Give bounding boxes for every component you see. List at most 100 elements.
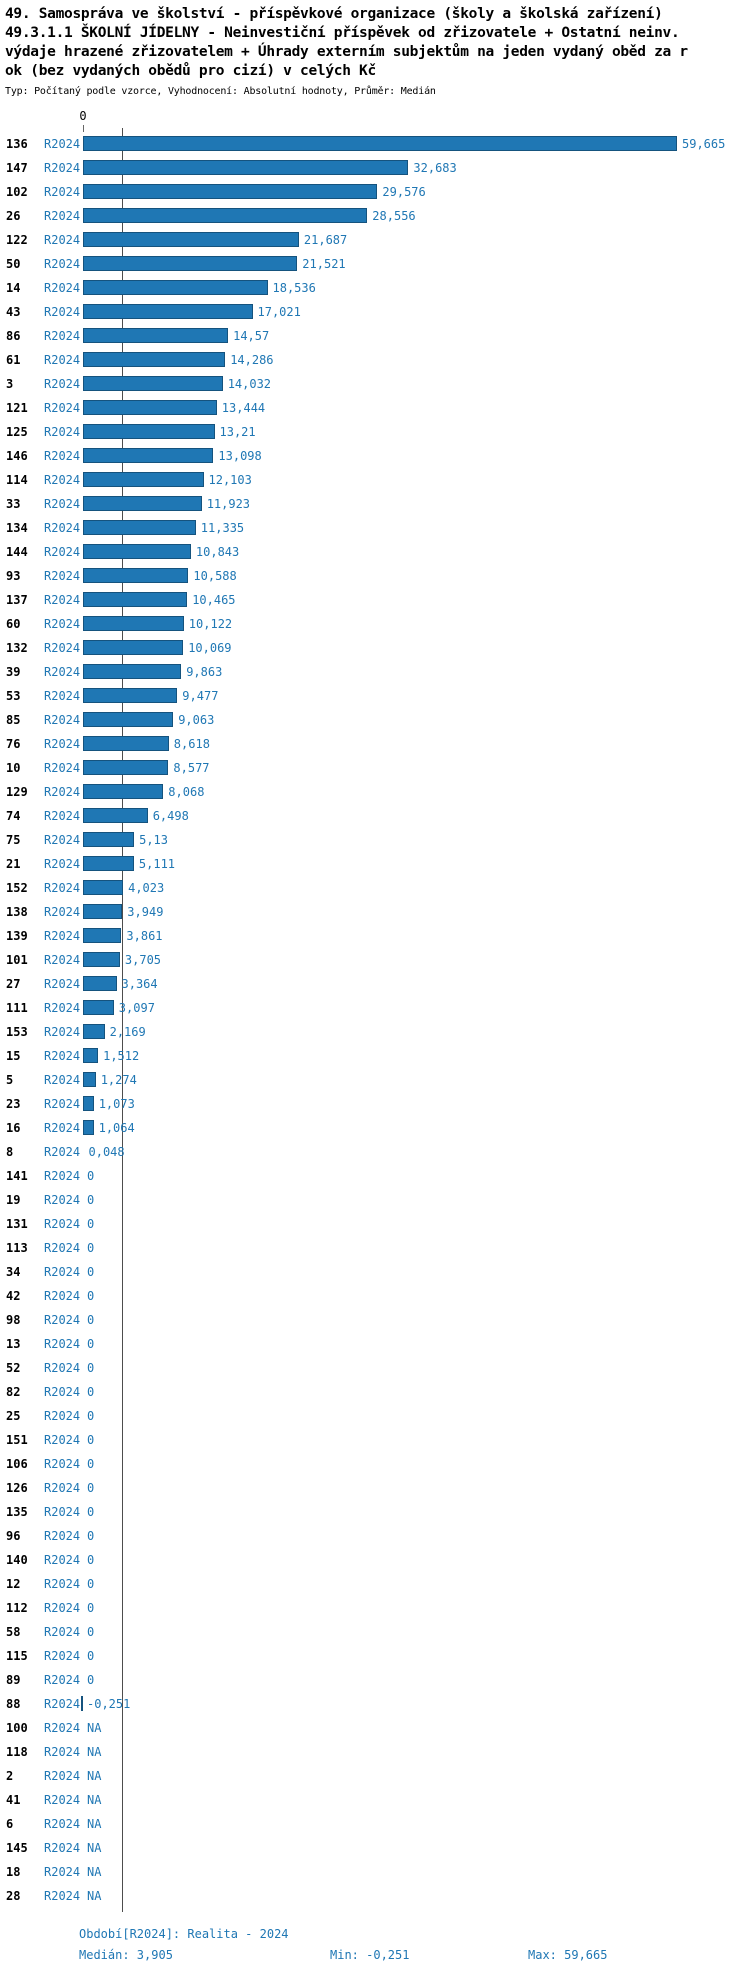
chart-row: 41 R2024 NA [0,1788,750,1812]
row-period-label: R2024 [44,305,81,319]
bar[interactable] [83,184,378,199]
chart-row: 10 R2024 8,577 [0,756,750,780]
row-category-label: 135 [6,1505,28,1519]
row-period-label: R2024 [44,1481,81,1495]
bar[interactable] [83,328,229,343]
row-value-label: 6,498 [152,809,189,823]
row-category-label: 88 [6,1697,21,1711]
row-value-label: 0 [87,1505,95,1519]
row-period-label: R2024 [44,1001,81,1015]
bar[interactable] [83,832,135,847]
bar[interactable] [83,520,196,535]
bar[interactable] [83,424,215,439]
footer-period: Období[R2024]: Realita - 2024 [79,1927,289,1941]
row-category-label: 61 [6,353,21,367]
row-category-label: 10 [6,761,21,775]
chart-row: 132 R2024 10,069 [0,636,750,660]
bar[interactable] [83,712,174,727]
chart-row: 145 R2024 NA [0,1836,750,1860]
bar[interactable] [83,208,368,223]
bar[interactable] [83,1048,99,1063]
row-category-label: 152 [6,881,28,895]
bar[interactable] [83,592,188,607]
bar[interactable] [83,568,189,583]
footer-max: Max: 59,665 [528,1948,608,1962]
row-period-label: R2024 [44,641,81,655]
bar[interactable] [80,1696,83,1711]
row-period-label: R2024 [44,1169,81,1183]
row-value-label: 0 [87,1601,95,1615]
chart-row: 88 R2024 -0,251 [0,1692,750,1716]
bar[interactable] [83,544,191,559]
bar[interactable] [83,808,148,823]
chart-row: 26 R2024 28,556 [0,204,750,228]
row-period-label: R2024 [44,1433,81,1447]
row-category-label: 18 [6,1865,21,1879]
chart-row: 21 R2024 5,111 [0,852,750,876]
row-value-label: 0 [87,1361,95,1375]
bar[interactable] [83,664,182,679]
row-value-label: 10,843 [195,545,240,559]
row-period-label: R2024 [44,713,81,727]
bar[interactable] [83,1096,94,1111]
bar[interactable] [83,1120,94,1135]
row-period-label: R2024 [44,1145,81,1159]
bar[interactable] [83,640,184,655]
bar[interactable] [83,256,298,271]
bar[interactable] [83,160,409,175]
row-category-label: 60 [6,617,21,631]
row-category-label: 19 [6,1193,21,1207]
median-line [122,128,123,1912]
row-value-label: 0 [87,1673,95,1687]
bar[interactable] [83,856,134,871]
bar[interactable] [83,688,178,703]
bar[interactable] [83,280,268,295]
bar[interactable] [83,352,226,367]
row-value-label: 8,577 [173,761,210,775]
row-value-label: 10,465 [192,593,236,607]
chart-row: 60 R2024 10,122 [0,612,750,636]
row-value-label: 13,098 [218,449,262,463]
bar[interactable] [83,376,223,391]
bar[interactable] [83,880,124,895]
bar[interactable] [83,496,202,511]
bar[interactable] [83,1000,114,1015]
bar[interactable] [83,400,217,415]
bar[interactable] [83,784,164,799]
bar[interactable] [83,904,123,919]
row-period-label: R2024 [44,1073,81,1087]
row-category-label: 27 [6,977,21,991]
bar[interactable] [83,976,117,991]
row-category-label: 125 [6,425,28,439]
row-value-label: 3,949 [127,905,164,919]
chart-row: 12 R2024 0 [0,1572,750,1596]
bar[interactable] [83,928,122,943]
bar[interactable] [83,760,169,775]
row-category-label: 5 [6,1073,14,1087]
row-value-label: 0 [87,1217,95,1231]
chart-row: 76 R2024 8,618 [0,732,750,756]
bar[interactable] [83,136,677,151]
bar[interactable] [83,232,299,247]
chart-row: 121 R2024 13,444 [0,396,750,420]
row-period-label: R2024 [44,425,81,439]
row-value-label: 1,274 [100,1073,137,1087]
bar[interactable] [83,952,120,967]
bar[interactable] [83,1024,105,1039]
row-value-label: 21,521 [302,257,346,271]
bar[interactable] [83,472,204,487]
bar[interactable] [83,736,169,751]
bar[interactable] [83,1072,96,1087]
chart-row: 25 R2024 0 [0,1404,750,1428]
row-period-label: R2024 [44,161,81,175]
bar[interactable] [83,616,184,631]
row-value-label: 0 [87,1241,95,1255]
bar[interactable] [83,448,214,463]
row-category-label: 112 [6,1601,28,1615]
row-category-label: 41 [6,1793,21,1807]
row-value-label: 0 [87,1649,95,1663]
chart-row: 74 R2024 6,498 [0,804,750,828]
bar[interactable] [83,304,253,319]
chart-row: 152 R2024 4,023 [0,876,750,900]
